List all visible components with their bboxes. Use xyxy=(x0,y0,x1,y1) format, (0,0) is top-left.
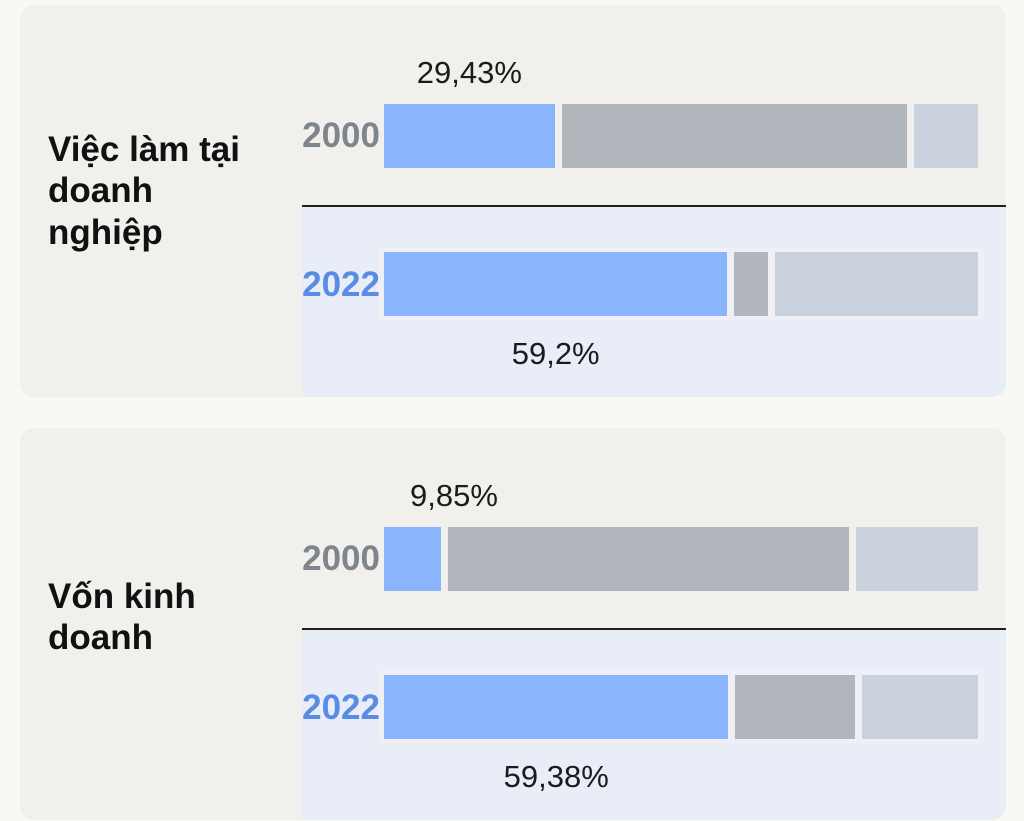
data-label-2000: 9,85% xyxy=(410,478,498,513)
segment-secondary xyxy=(734,252,768,316)
stacked-bar-2000 xyxy=(384,527,978,591)
chart-panel-jobs: Việc làm tại doanh nghiệp 2000 29,43% 20… xyxy=(20,5,1006,397)
stacked-bar-2022 xyxy=(384,252,978,316)
segment-secondary xyxy=(735,675,855,739)
row-divider xyxy=(302,628,1006,630)
chart-panel-capital: Vốn kinh doanh 2000 9,85% 2022 59,38% xyxy=(20,428,1006,820)
data-label-2000: 29,43% xyxy=(416,55,522,90)
segment-primary xyxy=(384,104,555,168)
segment-secondary xyxy=(448,527,850,591)
segment-secondary xyxy=(561,104,908,168)
row-divider xyxy=(302,205,1006,207)
segment-primary xyxy=(384,527,442,591)
stacked-bar-2022 xyxy=(384,675,978,739)
segment-other xyxy=(862,675,978,739)
group-title: Vốn kinh doanh xyxy=(48,577,196,658)
group-title: Việc làm tại doanh nghiệp xyxy=(48,130,240,252)
segment-primary xyxy=(384,252,728,316)
segment-other xyxy=(775,252,978,316)
segment-primary xyxy=(384,675,729,739)
data-label-2022: 59,2% xyxy=(511,336,600,371)
year-label-2000: 2000 xyxy=(302,116,380,155)
year-label-2022: 2022 xyxy=(302,265,380,304)
segment-other xyxy=(856,527,978,591)
data-label-2022: 59,38% xyxy=(503,759,609,794)
segment-other xyxy=(914,104,978,168)
year-label-2000: 2000 xyxy=(302,539,380,578)
stacked-bar-2000 xyxy=(384,104,978,168)
year-label-2022: 2022 xyxy=(302,688,380,727)
